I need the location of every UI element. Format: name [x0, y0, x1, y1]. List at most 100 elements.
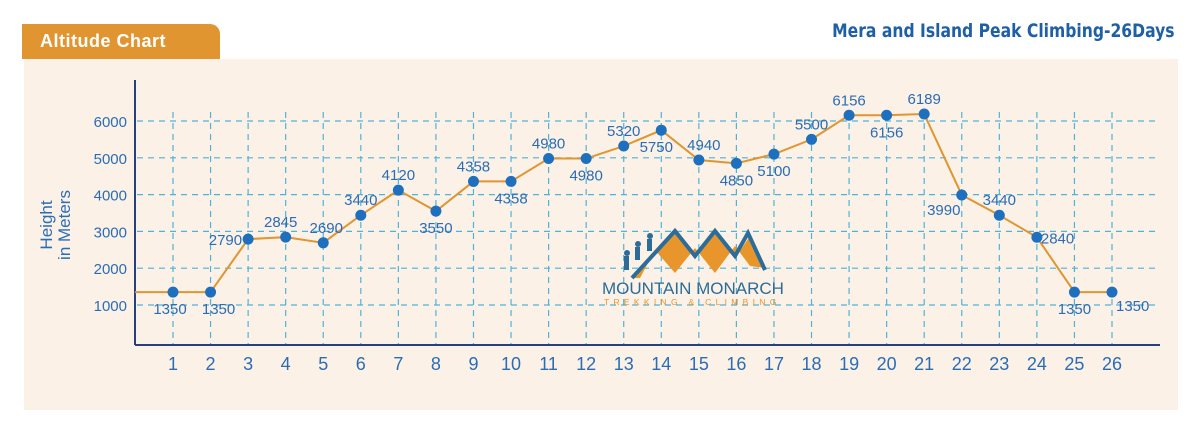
x-tick-label: 26 [1102, 354, 1122, 374]
x-tick-label: 23 [989, 354, 1009, 374]
data-label: 3550 [419, 220, 452, 237]
data-label: 4120 [382, 167, 415, 184]
data-point [242, 233, 254, 245]
x-tick-label: 7 [393, 354, 403, 374]
data-label: 5100 [757, 163, 790, 180]
data-label: 1350 [202, 301, 235, 318]
y-tick-label: 4000 [94, 188, 127, 205]
data-label: 2845 [264, 214, 297, 231]
data-label: 4358 [494, 190, 527, 207]
data-point [956, 189, 968, 201]
x-tick-label: 9 [468, 354, 478, 374]
data-label: 3440 [344, 192, 377, 209]
y-tick-label: 1000 [94, 298, 127, 315]
data-point [918, 108, 930, 120]
data-point [280, 231, 292, 243]
data-label: 4980 [569, 168, 602, 185]
data-label: 2840 [1041, 230, 1074, 247]
data-point [392, 184, 404, 196]
data-point [580, 153, 592, 165]
data-point [993, 209, 1005, 221]
data-label: 6189 [908, 91, 941, 108]
data-label: 4940 [687, 137, 720, 154]
x-tick-label: 4 [281, 354, 291, 374]
data-label: 2790 [209, 232, 242, 249]
data-point [1068, 286, 1080, 298]
x-tick-label: 1 [168, 354, 178, 374]
x-tick-label: 8 [431, 354, 441, 374]
climbers-icon [624, 233, 653, 270]
data-label: 5500 [795, 116, 828, 133]
y-axis-title: Height in Meters [37, 190, 74, 260]
x-tick-label: 25 [1064, 354, 1084, 374]
data-label: 1350 [1116, 298, 1149, 315]
data-point [806, 133, 818, 145]
x-tick-label: 21 [914, 354, 934, 374]
data-point [543, 153, 555, 165]
data-label: 2690 [310, 220, 343, 237]
logo-name: MOUNTAIN MONARCH [602, 279, 784, 298]
data-point [730, 157, 742, 169]
x-tick-label: 10 [501, 354, 521, 374]
y-axis-title-line1: Height [37, 200, 56, 249]
data-point [618, 140, 630, 152]
data-point [430, 205, 442, 217]
data-label: 4850 [720, 172, 753, 189]
logo-tagline: TREKKING & CLIMBING [604, 297, 781, 307]
x-tick-label: 24 [1027, 354, 1047, 374]
data-point [768, 148, 780, 160]
data-point [205, 286, 217, 298]
data-label: 5750 [640, 139, 673, 156]
data-label: 3440 [983, 192, 1016, 209]
data-point [467, 175, 479, 187]
data-point [1106, 286, 1118, 298]
data-label: 1350 [1058, 301, 1091, 318]
data-point [355, 209, 367, 221]
data-points [167, 108, 1118, 298]
chart-panel [24, 59, 1178, 410]
data-point [655, 124, 667, 136]
data-point [317, 237, 329, 249]
x-tick-label: 11 [539, 354, 558, 374]
y-tick-label: 3000 [94, 224, 127, 241]
x-tick-label: 12 [576, 354, 596, 374]
x-tick-label: 14 [651, 354, 671, 374]
data-point [167, 286, 179, 298]
altitude-chart-badge: Altitude Chart [22, 24, 220, 59]
data-label: 6156 [832, 92, 865, 109]
x-tick-label: 17 [764, 354, 784, 374]
y-tick-label: 5000 [94, 151, 127, 168]
x-tick-label: 6 [356, 354, 366, 374]
x-tick-label: 22 [952, 354, 972, 374]
data-point [505, 175, 517, 187]
data-point [693, 154, 705, 166]
x-tick-label: 2 [206, 354, 216, 374]
x-tick-label: 15 [689, 354, 709, 374]
data-point [843, 109, 855, 121]
mountain-monarch-logo: MOUNTAIN MONARCH TREKKING & CLIMBING [602, 227, 784, 307]
x-tick-label: 13 [614, 354, 634, 374]
data-label: 1350 [153, 301, 186, 318]
x-tick-label: 20 [877, 354, 897, 374]
x-tick-label: 5 [318, 354, 328, 374]
x-tick-label: 18 [802, 354, 822, 374]
data-label: 4980 [532, 136, 565, 153]
data-label: 4358 [457, 158, 490, 175]
data-label: 3990 [927, 202, 960, 219]
data-label: 5320 [607, 123, 640, 140]
data-point [1031, 231, 1043, 243]
x-tick-label: 19 [839, 354, 859, 374]
data-label: 6156 [870, 124, 903, 141]
grid [137, 112, 1160, 345]
chart-title: Mera and Island Peak Climbing-26Days [832, 20, 1175, 42]
y-tick-label: 2000 [94, 261, 127, 278]
data-point [881, 109, 893, 121]
y-axis-title-line2: in Meters [55, 190, 74, 260]
y-tick-label: 6000 [94, 114, 127, 131]
x-tick-label: 3 [243, 354, 253, 374]
x-tick-label: 16 [726, 354, 746, 374]
logo-mountain-outline [630, 227, 767, 280]
